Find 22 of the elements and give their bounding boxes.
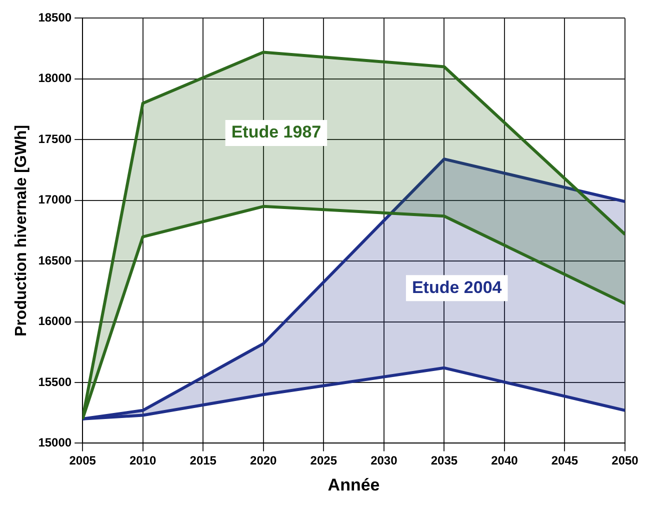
x-tick-label: 2010 [129,454,157,468]
x-tick-label: 2035 [430,454,458,468]
x-tick-label: 2045 [551,454,578,468]
y-tick-label: 15500 [38,374,72,389]
y-tick-label: 17500 [38,132,72,146]
x-axis-title: Année [328,475,380,494]
y-tick-label: 18000 [38,71,72,86]
x-tick-label: 2050 [612,454,639,468]
y-tick-label: 16500 [38,253,72,268]
y-tick-label: 17000 [38,192,72,207]
x-tick-label: 2015 [190,454,217,468]
y-tick-label: 16000 [38,314,72,328]
x-tick-label: 2030 [370,454,398,468]
y-tick-label: 18500 [38,10,72,25]
annotation: Etude 2004 [412,278,502,297]
x-tick-label: 2005 [69,454,96,468]
x-tick-label: 2020 [250,454,278,468]
x-tick-label: 2040 [491,454,518,468]
annotation: Etude 1987 [231,122,322,142]
y-axis-title: Production hivernale [GWh] [13,124,30,336]
x-tick-label: 2025 [310,454,338,468]
y-tick-label: 15000 [38,436,72,450]
